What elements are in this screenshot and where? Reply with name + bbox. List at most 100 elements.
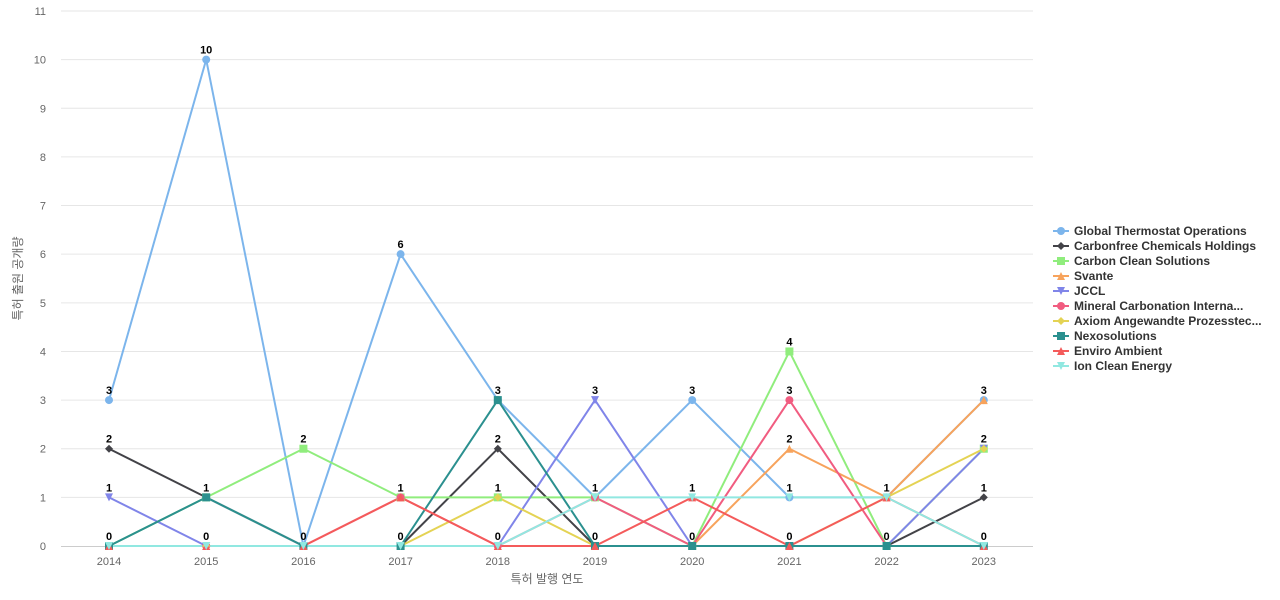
series-point[interactable]: [882, 493, 891, 502]
legend-item[interactable]: Enviro Ambient: [1053, 344, 1162, 358]
series-point[interactable]: [396, 250, 405, 259]
legend-item[interactable]: Mineral Carbonation Interna...: [1053, 299, 1243, 313]
legend-marker: [1057, 347, 1065, 355]
series-line[interactable]: [108, 399, 984, 547]
series-point[interactable]: [688, 396, 697, 405]
series-point[interactable]: [493, 493, 502, 502]
data-label: 3: [786, 385, 792, 397]
data-label: 2: [495, 434, 501, 446]
x-tick-label: 2020: [680, 556, 704, 568]
data-label: 0: [786, 531, 792, 543]
data-label: 6: [398, 239, 404, 251]
series-point[interactable]: [979, 542, 988, 550]
x-tick-label: 2014: [97, 556, 121, 568]
y-tick-label: 9: [40, 103, 46, 115]
series-point[interactable]: [591, 493, 599, 502]
series-point[interactable]: [785, 542, 794, 550]
y-tick-label: 8: [40, 152, 46, 164]
series-point[interactable]: [202, 542, 211, 550]
legend-marker: [1057, 227, 1065, 235]
series-point[interactable]: [979, 396, 988, 405]
legend-marker: [1057, 242, 1065, 250]
series-point[interactable]: [202, 493, 211, 502]
data-label: 0: [398, 531, 404, 543]
y-tick-label: 10: [34, 55, 46, 67]
legend-item[interactable]: Axiom Angewandte Prozesstec...: [1053, 314, 1262, 328]
legend-item[interactable]: Svante: [1053, 269, 1114, 283]
gridlines: [61, 10, 1033, 498]
legend-label: Svante: [1074, 269, 1114, 283]
y-tick-label: 11: [35, 6, 46, 18]
legend-item[interactable]: Carbon Clean Solutions: [1053, 254, 1210, 268]
y-axis-title: 특허 출원 공개량: [11, 237, 25, 321]
data-label: 1: [495, 482, 501, 494]
data-label: 1: [106, 482, 112, 494]
series-point[interactable]: [785, 347, 794, 356]
series-point[interactable]: [688, 493, 697, 502]
series-point[interactable]: [493, 542, 502, 550]
y-axis-ticks: 0 1 2 3 4 5 6 7 8 9 10 11: [34, 6, 46, 553]
legend-item[interactable]: Ion Clean Energy: [1053, 359, 1172, 373]
series-point[interactable]: [882, 542, 891, 550]
series-point[interactable]: [591, 396, 599, 405]
series-point[interactable]: [979, 444, 988, 453]
data-label: 4: [786, 336, 793, 348]
data-label: 0: [884, 531, 890, 543]
y-tick-label: 3: [40, 395, 46, 407]
x-tick-label: 2015: [194, 556, 218, 568]
series-point[interactable]: [105, 542, 113, 550]
legend-item[interactable]: JCCL: [1053, 284, 1105, 298]
data-label: 1: [592, 482, 598, 494]
data-label: 0: [592, 531, 598, 543]
y-tick-label: 2: [40, 444, 46, 456]
legend-marker: [1057, 287, 1065, 295]
series-point[interactable]: [979, 493, 988, 502]
x-tick-label: 2023: [972, 556, 996, 568]
series-point[interactable]: [785, 493, 794, 502]
series-lines: [108, 58, 985, 547]
x-tick-label: 2021: [777, 556, 801, 568]
series-point[interactable]: [785, 444, 794, 453]
series-point[interactable]: [396, 542, 405, 550]
data-label: 0: [689, 531, 695, 543]
series-point[interactable]: [105, 396, 113, 405]
data-label: 1: [398, 482, 404, 494]
x-axis-title: 특허 발행 연도: [511, 571, 584, 586]
series-point[interactable]: [785, 396, 794, 405]
data-label: 2: [106, 434, 112, 446]
data-label: 3: [689, 385, 695, 397]
series-point[interactable]: [299, 542, 308, 550]
data-label: 0: [300, 531, 306, 543]
series-point[interactable]: [299, 444, 308, 453]
series-line[interactable]: [109, 496, 985, 547]
x-tick-label: 2018: [486, 556, 510, 568]
data-label: 1: [203, 482, 209, 494]
y-tick-label: 1: [40, 492, 46, 504]
data-label: 1: [981, 482, 987, 494]
legend-item[interactable]: Nexosolutions: [1053, 329, 1157, 343]
legend-item[interactable]: Carbonfree Chemicals Holdings: [1053, 239, 1256, 253]
legend-label: Ion Clean Energy: [1074, 359, 1172, 373]
series-point[interactable]: [493, 396, 502, 405]
legend-label: Carbon Clean Solutions: [1074, 254, 1210, 268]
series-point[interactable]: [105, 444, 113, 453]
legend-label: Axiom Angewandte Prozesstec...: [1074, 314, 1262, 328]
series-point[interactable]: [396, 493, 405, 502]
data-label: 3: [981, 385, 987, 397]
series-point[interactable]: [493, 444, 502, 453]
series-point[interactable]: [105, 493, 113, 502]
y-tick-label: 7: [40, 201, 46, 213]
x-tick-label: 2019: [583, 556, 607, 568]
legend-item[interactable]: Global Thermostat Operations: [1053, 224, 1247, 238]
data-label: 2: [300, 434, 306, 446]
x-axis-ticks: 2014 2015 2016 2017 2018 2019 2020 2021 2022 2023: [97, 556, 996, 568]
legend-label: JCCL: [1074, 284, 1105, 298]
series-point[interactable]: [591, 542, 599, 550]
series-point[interactable]: [202, 55, 211, 64]
legend-label: Nexosolutions: [1074, 329, 1157, 343]
series-line[interactable]: [108, 350, 985, 547]
series-point[interactable]: [688, 542, 697, 550]
legend-label: Enviro Ambient: [1074, 344, 1162, 358]
